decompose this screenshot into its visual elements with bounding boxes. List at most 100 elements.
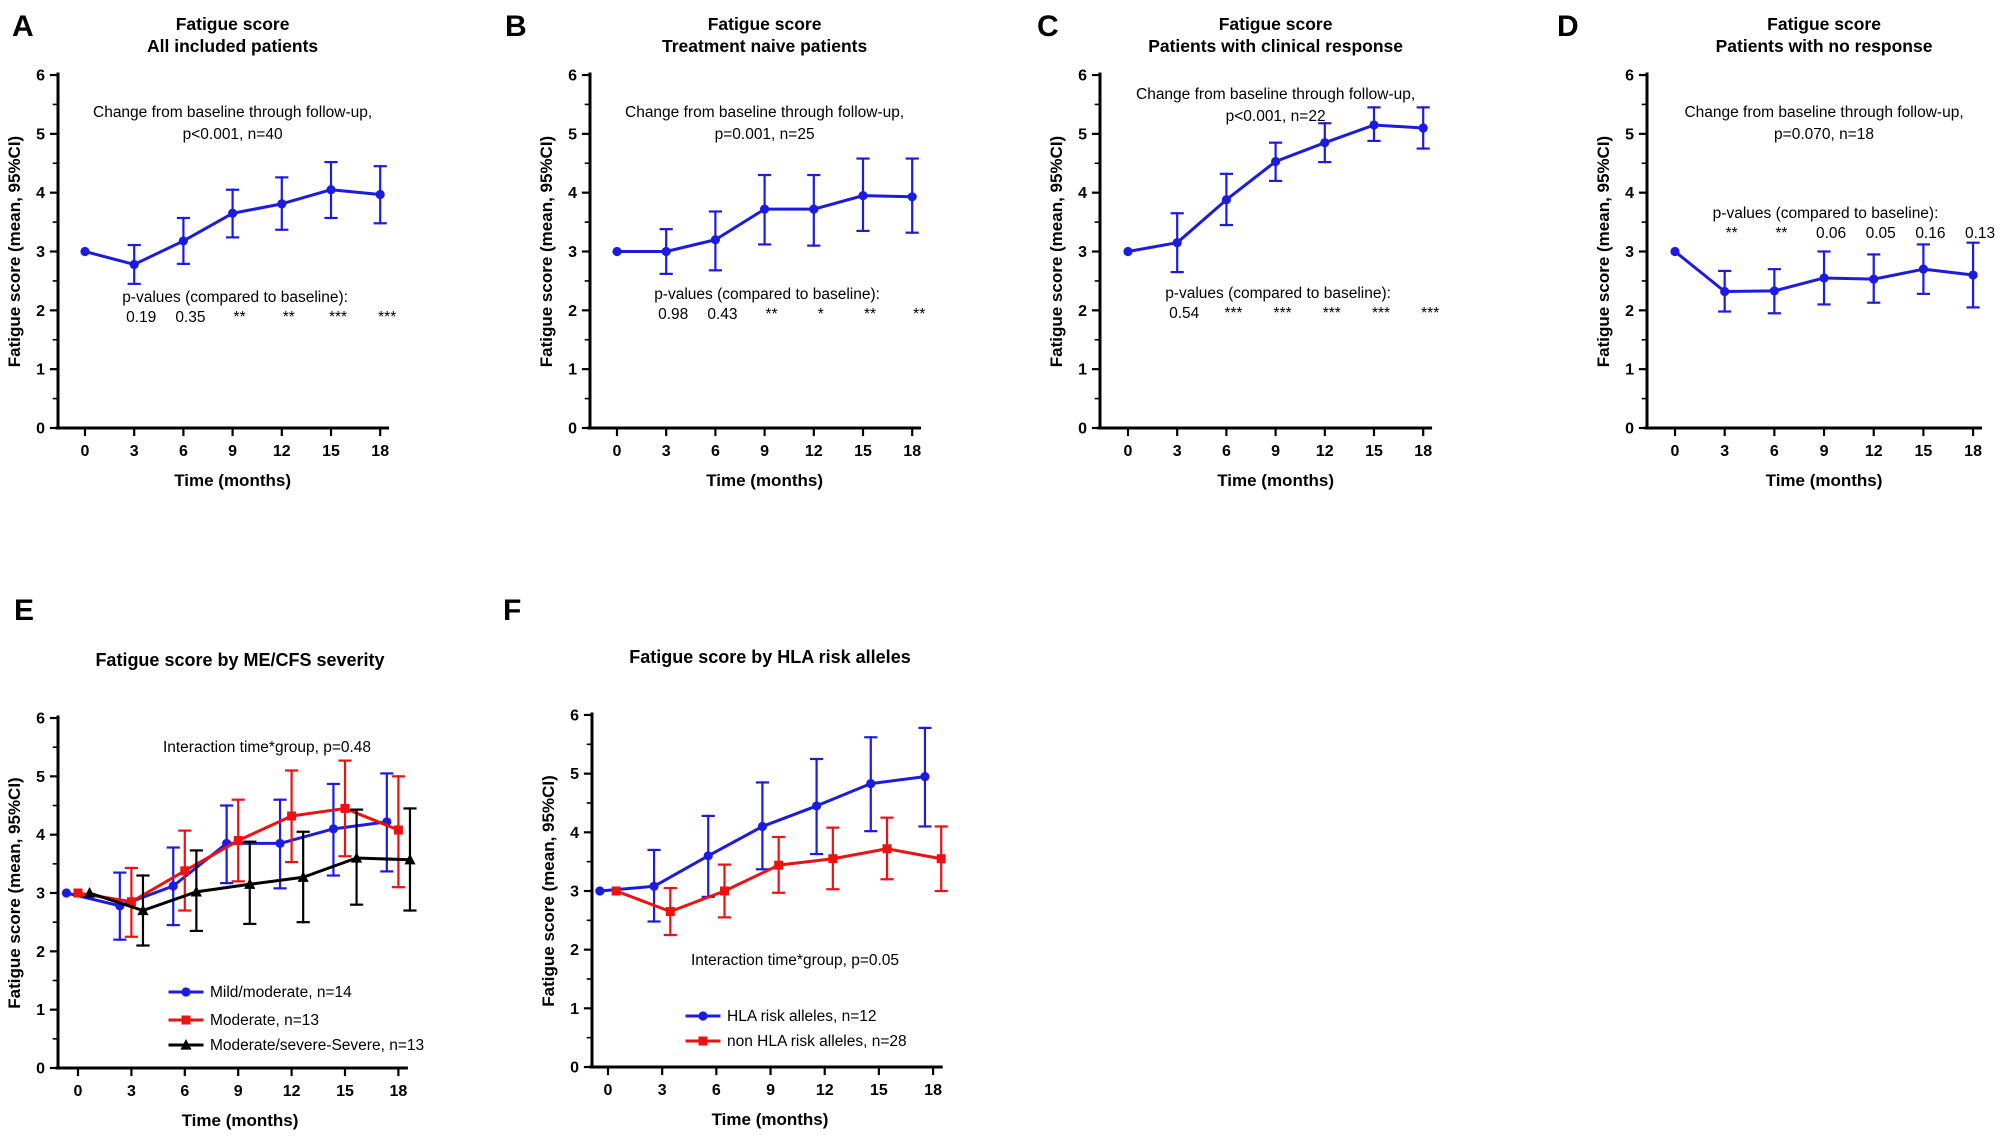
panel-D-x-tick-label: 6 [1770,443,1779,460]
panel-C-annotation-line2: p<0.001, n=22 [1226,108,1326,125]
panel-C-y-tick-label: 4 [1078,185,1087,202]
panel-C-x-tick-label: 9 [1271,443,1280,460]
data-point-square [882,844,892,854]
data-point-circle [1968,270,1978,280]
panel-D-p-value: ** [1775,225,1787,242]
data-point-circle [1720,286,1730,297]
panel-A-subtitle: All included patients [147,36,318,56]
data-point-circle [1418,123,1428,133]
panel-A-p-value: 0.19 [126,309,156,326]
data-point-circle [328,824,339,834]
data-point-circle [1869,274,1879,284]
panel-C-x-tick-label: 15 [1365,443,1383,460]
panel-B-p-value: ** [766,306,778,323]
panel-B-y-tick-label: 1 [568,362,577,379]
panel-F-x-tick-label: 15 [870,1082,888,1099]
panel-A-y-axis-title: Fatigue score (mean, 95%CI) [5,136,24,367]
data-point-square [233,836,243,846]
panel-A-annotation-line2: p<0.001, n=40 [183,126,283,143]
panel-B-x-axis-title: Time (months) [706,471,823,490]
panel-F-y-tick-label: 3 [570,883,579,900]
data-point-circle [80,246,90,257]
data-point-circle [1769,286,1779,296]
panel-A-p-value: ** [283,309,295,326]
panel-C-p-value: *** [1372,305,1390,322]
panel-C-p-value: *** [1274,305,1292,322]
panel-B-y-tick-label: 0 [568,421,577,438]
panel-F-y-tick-label: 1 [570,1001,579,1018]
panel-D-x-tick-label: 0 [1671,443,1680,460]
panel-E-legend-label-0: Mild/moderate, n=14 [210,984,352,1001]
data-point-circle [168,881,178,891]
panel-B-p-value: ** [864,306,876,323]
data-point-triangle [137,904,149,916]
data-point-circle [275,838,285,849]
panel-F-legend-label-0: HLA risk alleles, n=12 [727,1008,876,1025]
panel-A-x-axis-title: Time (months) [174,471,291,490]
panel-F-x-tick-label: 9 [766,1082,775,1099]
panel-A-y-tick-label: 0 [36,421,45,438]
panel-D-y-tick-label: 3 [1625,244,1634,261]
panel-F-interaction-annotation: Interaction time*group, p=0.05 [691,952,899,969]
data-point-square [611,886,621,896]
panel-C-x-tick-label: 6 [1222,443,1231,460]
panel-E-interaction-annotation: Interaction time*group, p=0.48 [163,739,371,756]
panel-F-x-tick-label: 12 [816,1082,834,1099]
panel-F-x-tick-label: 18 [924,1082,942,1099]
data-point-square [698,1036,708,1046]
panel-A-p-values-label: p-values (compared to baseline): [122,289,348,306]
panel-B-y-tick-label: 6 [568,68,577,85]
panel-E-x-tick-label: 12 [283,1083,301,1100]
data-point-circle [129,259,139,270]
panel-F-y-tick-label: 2 [570,942,579,959]
panel-E-y-tick-label: 5 [36,769,45,786]
data-point-circle [612,246,622,257]
panel-A-y-tick-label: 2 [36,303,45,320]
panel-A-p-value: *** [329,309,347,326]
panel-C-title: Fatigue score [1219,14,1333,34]
panel-D-p-value: 0.16 [1915,225,1945,242]
panel-F-letter: F [503,594,521,627]
data-point-circle [760,204,770,214]
panel-A-x-tick-label: 6 [179,443,188,460]
panel-D-p-value: 0.13 [1965,225,1995,242]
panel-C-y-tick-label: 6 [1078,68,1087,85]
panel-E-letter: E [14,594,34,627]
data-point-circle [866,779,876,789]
panel-E-y-tick-label: 1 [36,1002,45,1019]
data-point-square [936,854,946,864]
data-point-square [181,1015,191,1025]
panel-E-legend-label-1: Moderate, n=13 [210,1012,319,1029]
panel-B-x-tick-label: 9 [760,443,769,460]
panel-E-y-tick-label: 4 [36,827,45,844]
panel-E-y-tick-label: 6 [36,711,45,728]
panel-F-y-tick-label: 6 [570,707,579,724]
data-point-square [126,897,136,907]
panel-B-x-tick-label: 0 [613,443,622,460]
data-point-circle [1369,120,1379,130]
panel-C-y-tick-label: 5 [1078,126,1087,143]
data-point-square [393,825,403,835]
data-point-square [665,907,675,917]
panel-B-y-tick-label: 5 [568,126,577,143]
panel-F-title: Fatigue score by HLA risk alleles [629,647,910,667]
panel-F-x-tick-label: 3 [658,1082,667,1099]
data-point-square [719,886,729,896]
panel-A-y-tick-label: 6 [36,68,45,85]
panel-A-title: Fatigue score [176,14,290,34]
data-point-triangle [83,887,96,898]
panel-D-title: Fatigue score [1767,14,1881,34]
panel-A-y-tick-label: 1 [36,362,45,379]
data-point-triangle [404,853,416,865]
panel-C-p-values-label: p-values (compared to baseline): [1165,285,1391,302]
panel-A-y-tick-label: 5 [36,126,45,143]
panel-B-title: Fatigue score [708,14,822,34]
panel-C-annotation-line1: Change from baseline through follow-up, [1136,86,1415,103]
panel-A-x-tick-label: 15 [322,443,340,460]
panel-E-x-tick-label: 9 [234,1083,243,1100]
data-point-triangle [190,885,202,897]
panel-D-letter: D [1557,10,1579,43]
panel-D-x-tick-label: 18 [1964,443,1982,460]
